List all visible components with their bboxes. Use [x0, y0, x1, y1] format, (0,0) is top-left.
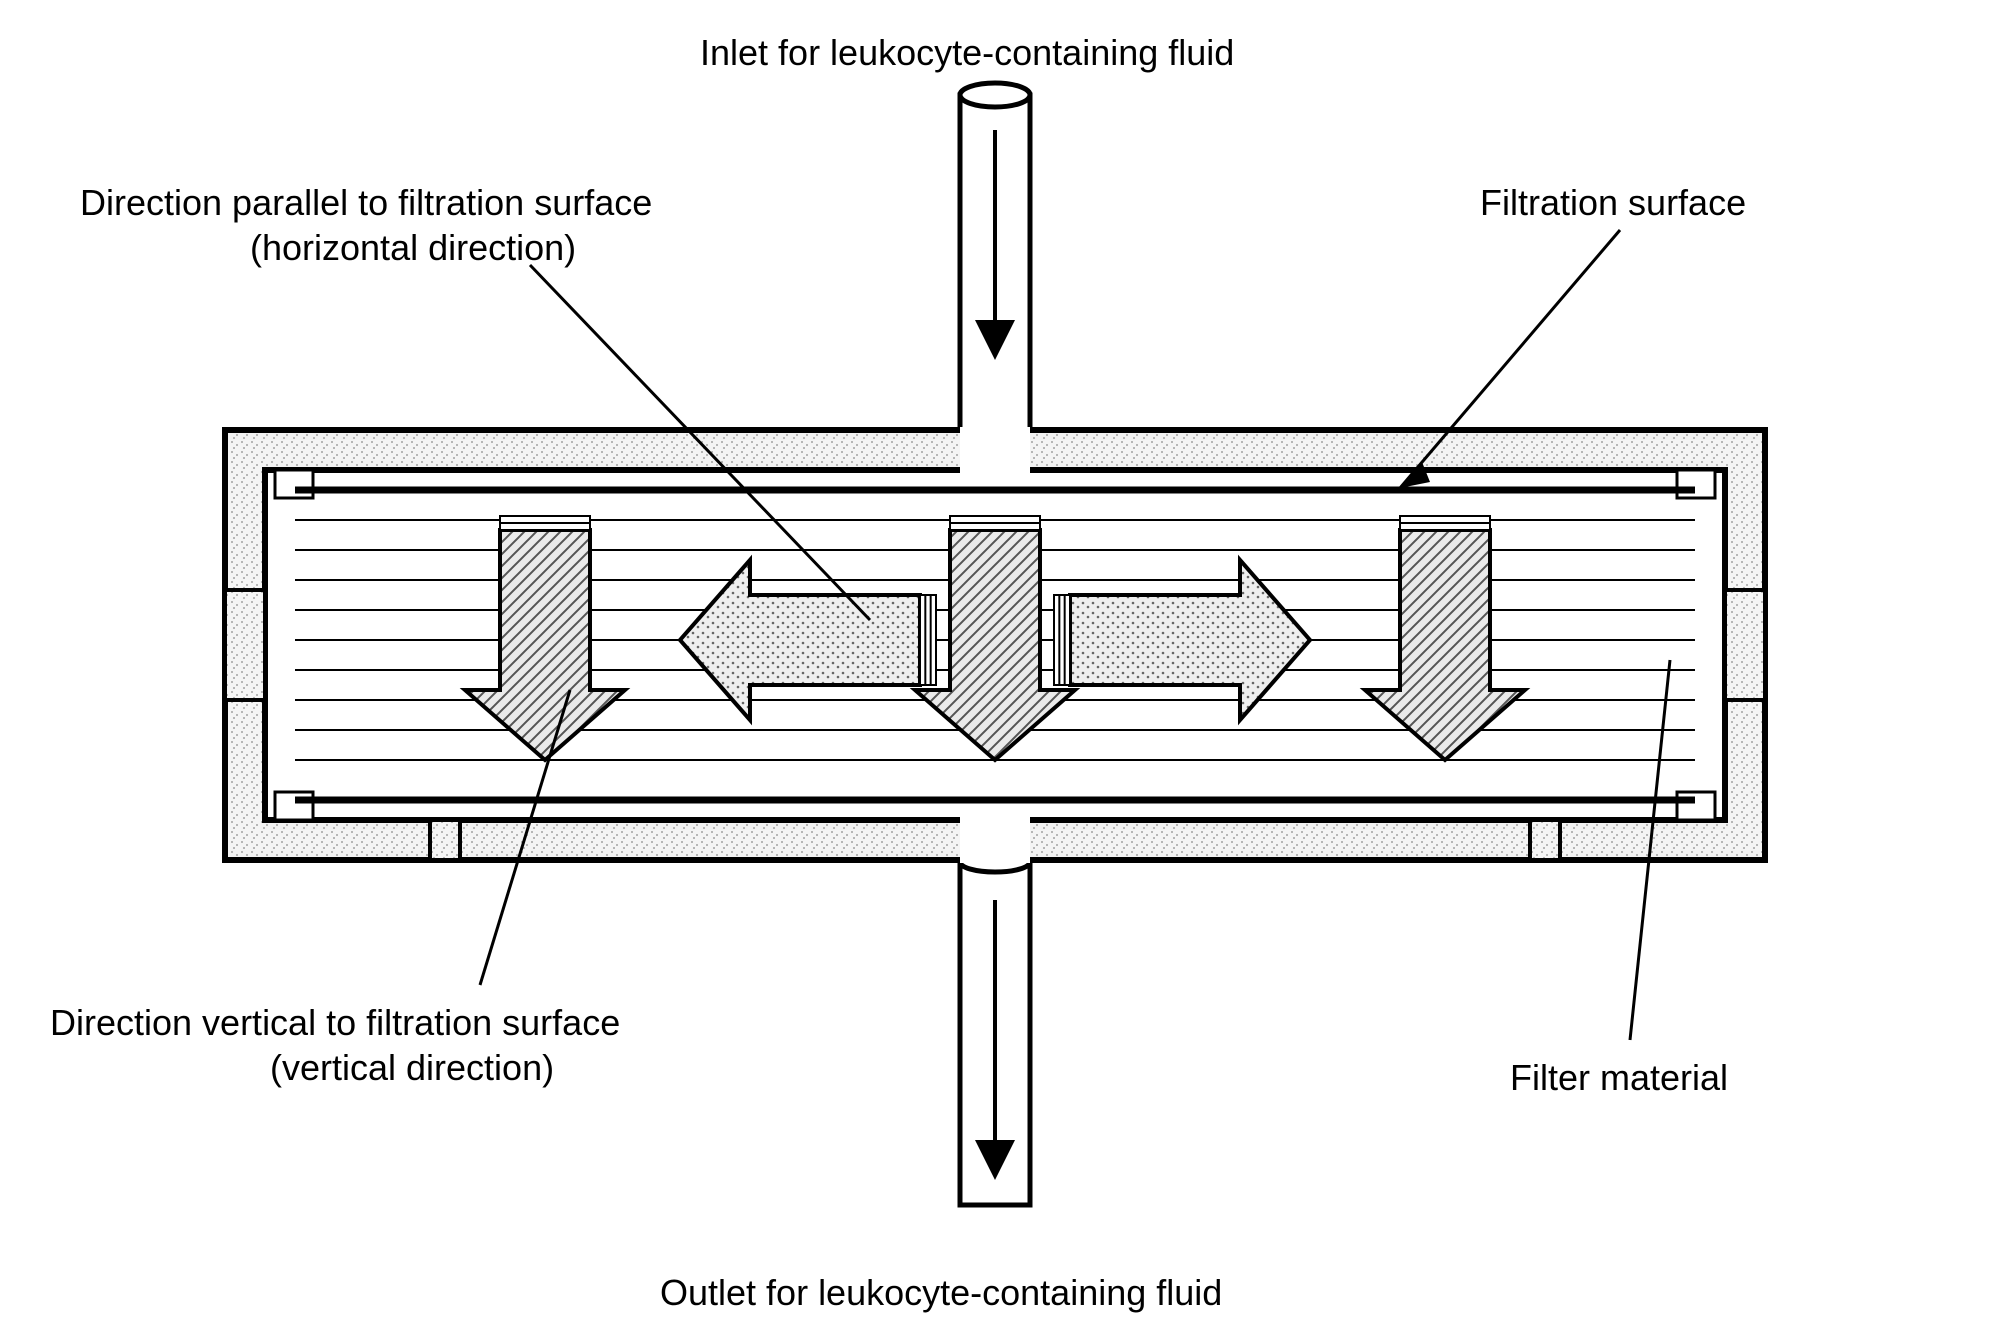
vertical-block-arrow	[1365, 530, 1525, 760]
horizontal-block-arrow	[680, 560, 920, 720]
filter-diagram	[0, 0, 2008, 1342]
vertical-block-arrow	[465, 530, 625, 760]
vertical-flow-arrows	[465, 516, 1525, 760]
vertical-block-arrow	[915, 530, 1075, 760]
horizontal-block-arrow	[1070, 560, 1310, 720]
